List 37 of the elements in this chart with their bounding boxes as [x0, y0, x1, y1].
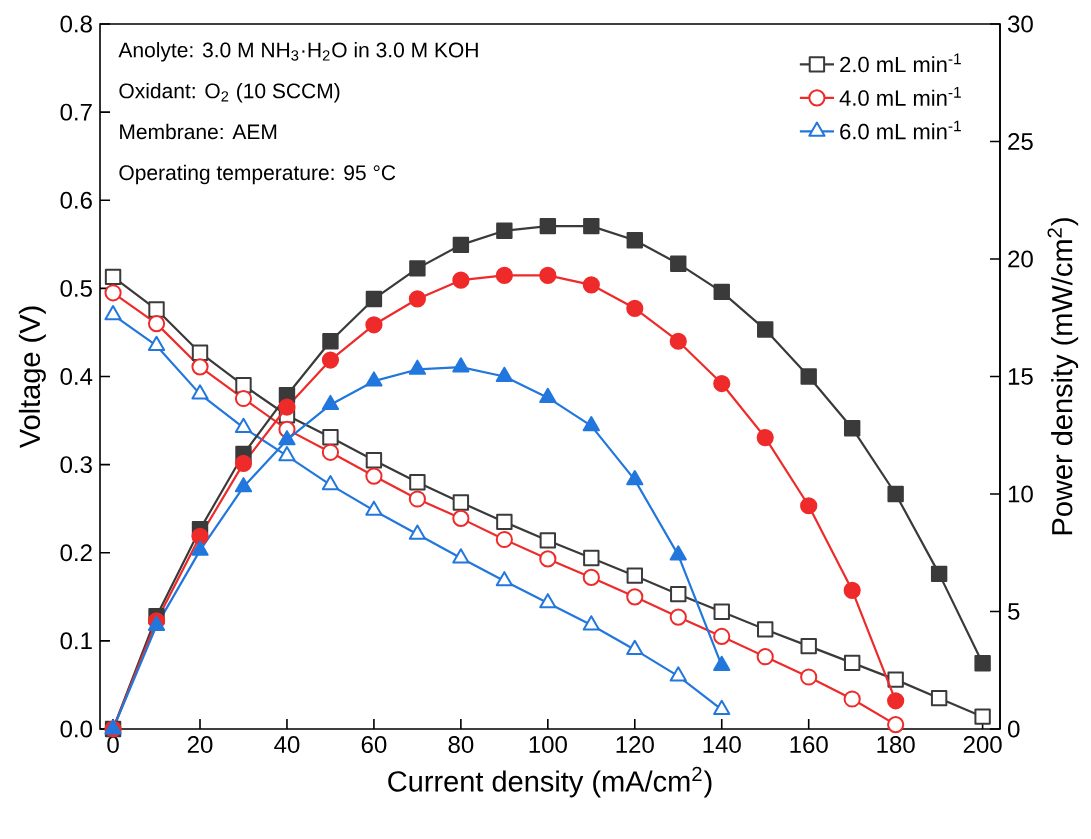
x-tick-label: 80 [448, 736, 474, 754]
legend-label: 6.0 mL min$^{-1}$ [840, 120, 961, 140]
y2-tick-label: 0 [1008, 720, 1020, 738]
y-tick-label: 0.3 [60, 456, 92, 474]
x-tick-label: 160 [790, 736, 828, 754]
x-tick-label: 0 [107, 736, 119, 754]
y2-tick-label: 30 [1007, 15, 1033, 33]
y2-tick-label: 25 [1008, 133, 1033, 150]
x-tick-label: 140 [703, 736, 741, 754]
y-tick-label: 0.8 [60, 15, 92, 33]
annotation: Operating temperature: 95 °C [119, 164, 396, 185]
annotation: Membrane: AEM [120, 123, 277, 140]
y-tick-label: 0.4 [60, 368, 93, 385]
y2-tick-label: 5 [1008, 603, 1020, 620]
legend-label: 2.0 mL min$^{-1}$ [840, 53, 961, 73]
y2-tick-label: 15 [1008, 368, 1033, 385]
y2-tick-label: 20 [1008, 250, 1033, 268]
y-tick-label: 0.6 [60, 191, 92, 209]
y-tick-label: 0.0 [60, 720, 93, 738]
y2-tick-label: 10 [1008, 485, 1033, 503]
y-axis-title: Voltage (V) [18, 306, 46, 449]
annotation: Anolyte: 3.0 M NH$_{3}$·H$_{2}$O in 3.0 M KOH [118, 42, 478, 62]
x-tick-label: 40 [274, 736, 300, 754]
x-tick-label: 120 [616, 736, 654, 754]
y-tick-label: 0.7 [60, 103, 92, 121]
legend-label: 4.0 mL min$^{-1}$ [839, 87, 961, 106]
x-tick-label: 60 [361, 736, 387, 754]
x-tick-label: 100 [529, 736, 567, 754]
x-tick-label: 200 [963, 736, 1002, 754]
y-tick-label: 0.1 [60, 632, 92, 650]
y2-axis-title: Power density (mW/cm$^{2}$) [1047, 218, 1079, 535]
x-axis-title: Current density (mA/cm$^{2}$) [388, 766, 712, 798]
x-tick-label: 20 [187, 736, 213, 754]
y-tick-label: 0.2 [60, 544, 92, 562]
annotation: Oxidant: O$_{2}$ (10 SCCM) [119, 82, 340, 103]
x-tick-label: 180 [877, 736, 915, 754]
y-tick-label: 0.5 [60, 279, 92, 297]
